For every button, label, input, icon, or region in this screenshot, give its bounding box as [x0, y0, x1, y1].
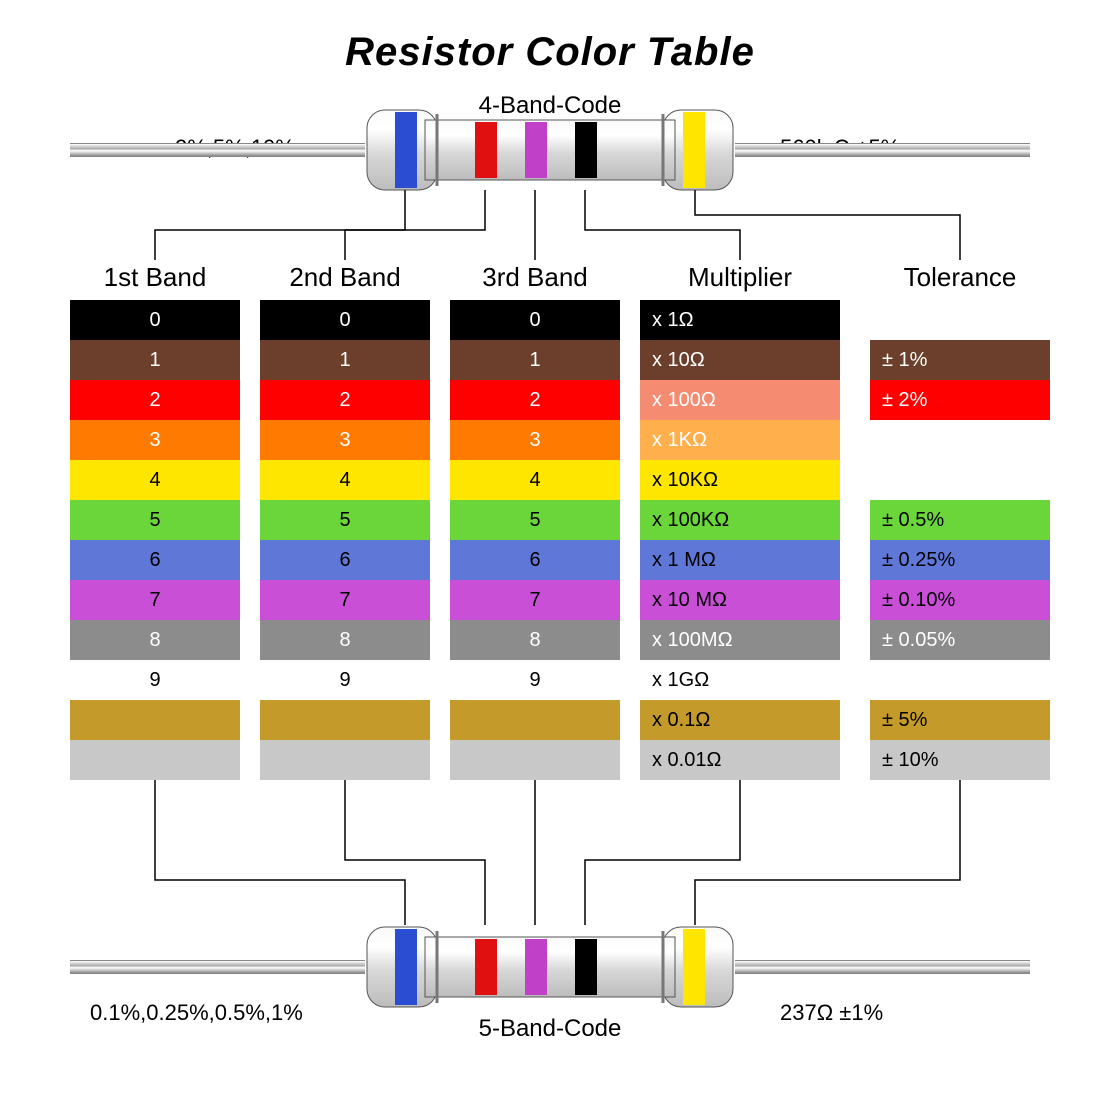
swatch: 8: [450, 620, 620, 660]
bottom-band-3: [575, 939, 597, 995]
swatch: 1: [260, 340, 430, 380]
swatch: 4: [70, 460, 240, 500]
swatch: 0: [70, 300, 240, 340]
top-band-3: [575, 122, 597, 178]
swatch: [870, 300, 1050, 340]
column-header-3: Multiplier: [640, 262, 840, 293]
swatch: ± 5%: [870, 700, 1050, 740]
page-title: Resistor Color Table: [0, 30, 1100, 75]
swatch: 6: [260, 540, 430, 580]
swatch: ± 0.10%: [870, 580, 1050, 620]
swatch: x 10Ω: [640, 340, 840, 380]
swatch: [870, 460, 1050, 500]
swatch: ± 1%: [870, 340, 1050, 380]
color-column-0: 0123456789: [70, 300, 240, 780]
swatch: ± 10%: [870, 740, 1050, 780]
swatch: [870, 420, 1050, 460]
swatch: 9: [450, 660, 620, 700]
swatch: ± 0.25%: [870, 540, 1050, 580]
column-header-4: Tolerance: [870, 262, 1050, 293]
swatch: 3: [450, 420, 620, 460]
bottom-resistor-body: [365, 925, 735, 1009]
bottom-band-0: [395, 929, 417, 1005]
top-band-0: [395, 112, 417, 188]
swatch: x 100Ω: [640, 380, 840, 420]
swatch: x 10 MΩ: [640, 580, 840, 620]
swatch: ± 0.05%: [870, 620, 1050, 660]
bottom-lead-left: [70, 960, 365, 974]
swatch: 6: [70, 540, 240, 580]
swatch: x 1KΩ: [640, 420, 840, 460]
swatch: x 100KΩ: [640, 500, 840, 540]
swatch: 3: [70, 420, 240, 460]
column-header-0: 1st Band: [70, 262, 240, 293]
swatch: 7: [450, 580, 620, 620]
swatch: 7: [260, 580, 430, 620]
swatch: 4: [450, 460, 620, 500]
column-header-2: 3rd Band: [450, 262, 620, 293]
top-lead-right: [735, 143, 1030, 157]
swatch: [450, 740, 620, 780]
swatch: 2: [450, 380, 620, 420]
swatch: 5: [450, 500, 620, 540]
swatch: 6: [450, 540, 620, 580]
swatch: x 10KΩ: [640, 460, 840, 500]
swatch: x 1GΩ: [640, 660, 840, 700]
top-band-1: [475, 122, 497, 178]
column-header-1: 2nd Band: [260, 262, 430, 293]
swatch: 5: [260, 500, 430, 540]
swatch: 5: [70, 500, 240, 540]
swatch: [70, 740, 240, 780]
swatch: [260, 740, 430, 780]
bottom-lead-right: [735, 960, 1030, 974]
swatch: x 0.1Ω: [640, 700, 840, 740]
swatch: 4: [260, 460, 430, 500]
color-column-4: ± 1%± 2% ± 0.5%± 0.25%± 0.10%± 0.05% ± 5%±…: [870, 300, 1050, 780]
swatch: 0: [450, 300, 620, 340]
bottom-resistor-label: 5-Band-Code: [0, 1015, 1100, 1043]
swatch: 7: [70, 580, 240, 620]
swatch: ± 2%: [870, 380, 1050, 420]
bottom-connector-lines: [0, 780, 1100, 930]
top-band-2: [525, 122, 547, 178]
swatch: x 1Ω: [640, 300, 840, 340]
swatch: 2: [260, 380, 430, 420]
top-resistor-body: [365, 108, 735, 192]
swatch: [870, 660, 1050, 700]
swatch: 3: [260, 420, 430, 460]
bottom-band-1: [475, 939, 497, 995]
color-column-1: 0123456789: [260, 300, 430, 780]
swatch: [450, 700, 620, 740]
swatch: 8: [260, 620, 430, 660]
swatch: 1: [450, 340, 620, 380]
swatch: x 0.01Ω: [640, 740, 840, 780]
top-lead-left: [70, 143, 365, 157]
bottom-band-2: [525, 939, 547, 995]
swatch: 8: [70, 620, 240, 660]
swatch: [260, 700, 430, 740]
swatch: 2: [70, 380, 240, 420]
swatch: 1: [70, 340, 240, 380]
swatch: 9: [260, 660, 430, 700]
swatch: x 100MΩ: [640, 620, 840, 660]
swatch: 9: [70, 660, 240, 700]
top-band-4: [683, 112, 705, 188]
top-connector-lines: [0, 190, 1100, 270]
color-column-2: 0123456789: [450, 300, 620, 780]
swatch: [70, 700, 240, 740]
swatch: ± 0.5%: [870, 500, 1050, 540]
bottom-band-4: [683, 929, 705, 1005]
swatch: 0: [260, 300, 430, 340]
swatch: x 1 MΩ: [640, 540, 840, 580]
color-column-3: x 1Ωx 10Ωx 100Ωx 1KΩx 10KΩx 100KΩx 1 MΩx…: [640, 300, 840, 780]
